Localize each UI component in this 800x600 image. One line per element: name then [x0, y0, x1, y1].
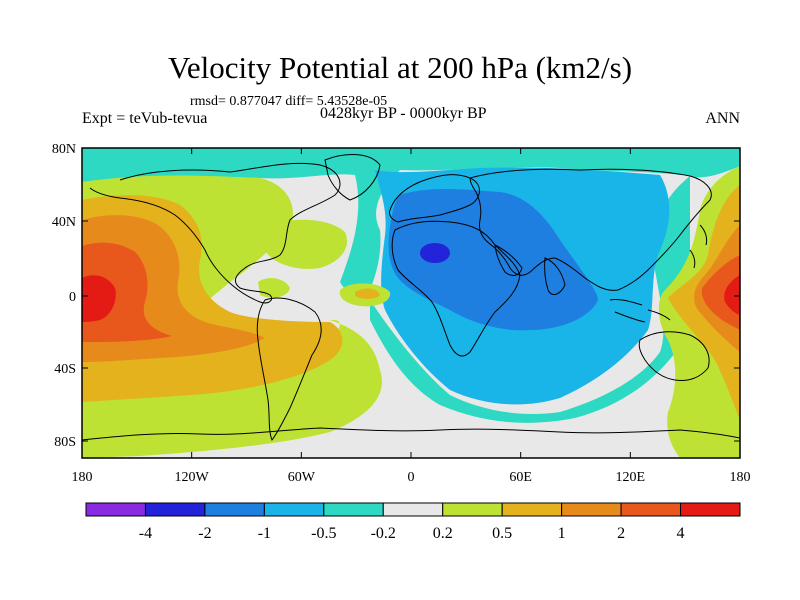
contour-region-c_p02	[265, 219, 348, 269]
lon-tick-label: 60W	[288, 470, 316, 485]
colorbar-swatch	[501, 502, 563, 517]
lat-tick-label: 80S	[54, 435, 76, 450]
colorbar-swatch	[561, 502, 622, 517]
contour-region-c_m05	[82, 148, 740, 295]
velocity-potential-field	[82, 148, 740, 458]
lat-tick-label: 80N	[52, 142, 76, 157]
colorbar-label: -2	[198, 525, 211, 542]
contour-region-c_m2	[388, 188, 598, 331]
contour-region-c_p4	[724, 275, 740, 315]
colorbar-swatch	[263, 502, 325, 517]
contour-region-c_m4	[420, 243, 450, 263]
colorbar-swatch	[85, 502, 146, 517]
colorbar-swatch	[204, 502, 265, 517]
lon-tick-label: 60E	[509, 470, 532, 485]
colorbar-label: 0.2	[433, 525, 453, 542]
lon-tick-label: 180	[730, 470, 751, 485]
colorbar-label: 1	[558, 525, 566, 542]
lon-tick-label: 180	[72, 470, 93, 485]
colorbar-label: -0.5	[311, 525, 336, 542]
lon-tick-label: 120E	[616, 470, 646, 485]
contour-region-c_p4	[82, 275, 116, 322]
colorbar-label: -4	[139, 525, 152, 542]
lat-tick-label: 40N	[52, 215, 76, 230]
chart-title: Velocity Potential at 200 hPa (km2/s)	[167, 50, 633, 85]
colorbar-label: 4	[677, 525, 685, 542]
period-label: 0428kyr BP - 0000kyr BP	[320, 105, 487, 122]
season-label: ANN	[705, 110, 740, 127]
colorbar-label: 2	[617, 525, 625, 542]
colorbar: -4 -2 -1 -0.5 -0.2 0.2 0.5 1 2 4	[85, 502, 741, 542]
contour-region-c_p2	[701, 255, 740, 330]
stats-line: rmsd= 0.877047 diff= 5.43528e-05	[190, 94, 388, 109]
colorbar-swatch	[144, 502, 206, 517]
colorbar-swatch	[323, 502, 384, 517]
colorbar-label: -1	[258, 525, 271, 542]
colorbar-label: 0.5	[492, 525, 512, 542]
coastlines	[82, 154, 740, 442]
colorbar-swatch	[382, 502, 444, 517]
lon-tick-label: 120W	[175, 470, 210, 485]
contour-region-c_p05	[355, 288, 380, 299]
colorbar-swatch	[680, 502, 741, 517]
lat-tick-label: 0	[69, 290, 76, 305]
lon-tick-label: 0	[408, 470, 415, 485]
longitude-axis: 180 120W 60W 0 60E 120E 180	[72, 148, 751, 485]
experiment-label: Expt = teVub-tevua	[82, 110, 208, 127]
colorbar-label: -0.2	[371, 525, 396, 542]
latitude-axis: 80N 40N 0 40S 80S	[52, 142, 740, 450]
colorbar-swatch	[620, 502, 682, 517]
colorbar-swatch	[442, 502, 503, 517]
lat-tick-label: 40S	[54, 362, 76, 377]
